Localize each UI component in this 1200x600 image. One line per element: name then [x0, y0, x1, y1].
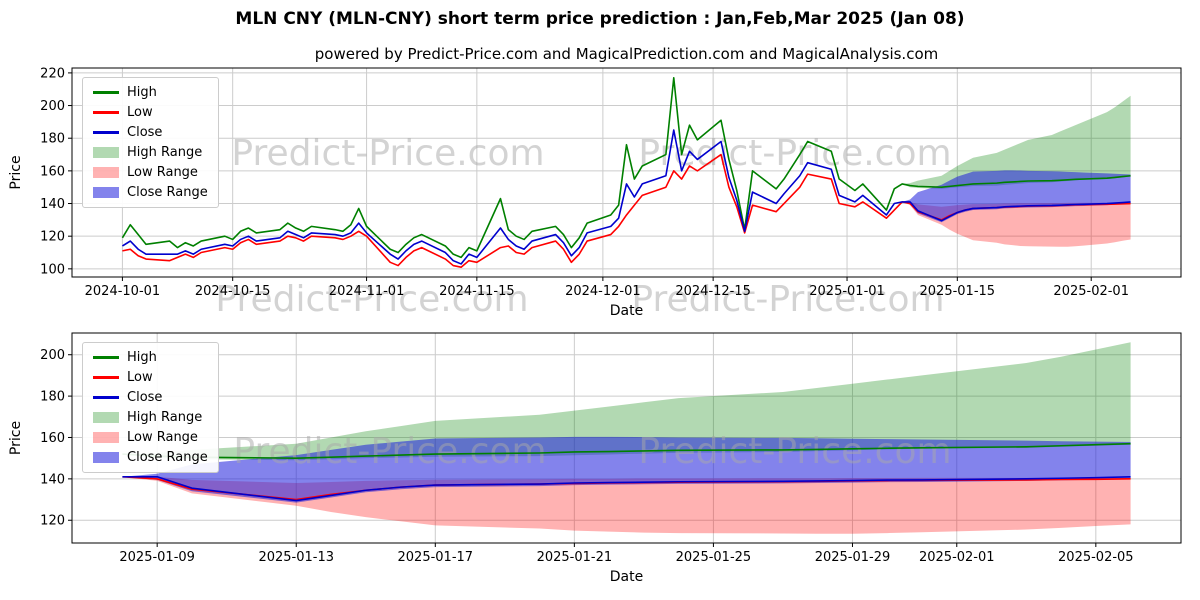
- x-tick-label: 2024-10-01: [85, 284, 161, 299]
- legend-label-high-range: High Range: [127, 145, 203, 160]
- x-tick-label: 2024-11-15: [439, 284, 515, 299]
- y-tick-label: 140: [40, 472, 65, 487]
- y-tick-label: 140: [40, 197, 65, 212]
- x-tick-label: 2025-01-25: [676, 550, 752, 565]
- x-axis-label: Date: [610, 303, 643, 319]
- y-axis-label: Price: [8, 421, 24, 455]
- plot-border: [71, 67, 1182, 278]
- x-tick-label: 2025-01-13: [258, 550, 334, 565]
- legend-label-low: Low: [127, 105, 153, 120]
- low-range-swatch: [93, 432, 119, 443]
- legend-item-high-range: High Range: [93, 145, 208, 160]
- close-line: [122, 475, 1131, 502]
- y-tick-label: 160: [40, 164, 65, 179]
- x-tick-label: 2025-02-05: [1058, 550, 1134, 565]
- y-tick-label: 180: [40, 390, 65, 405]
- x-tick-label: 2025-01-21: [537, 550, 613, 565]
- y-tick-label: 120: [40, 514, 65, 529]
- high-range-swatch: [93, 147, 119, 158]
- close-range-swatch: [93, 187, 119, 198]
- legend-item-close-range: Close Range: [93, 185, 208, 200]
- close-range-swatch: [93, 452, 119, 463]
- high-line: [121, 76, 1131, 259]
- legend-label-low: Low: [127, 370, 153, 385]
- high-range-swatch: [93, 412, 119, 423]
- high-line-swatch: [93, 356, 119, 359]
- y-tick-label: 160: [40, 431, 65, 446]
- close-range-area: [902, 170, 1131, 223]
- watermark-text: Predict-Price.com: [233, 431, 546, 472]
- legend-label-low-range: Low Range: [127, 165, 198, 180]
- legend-item-low: Low: [93, 105, 208, 120]
- watermark-text: Predict-Price.com: [215, 279, 528, 320]
- x-tick-label: 2024-11-01: [329, 284, 405, 299]
- high-range-area: [122, 342, 1131, 461]
- x-tick-label: 2025-01-15: [920, 284, 996, 299]
- x-tick-label: 2025-01-09: [119, 550, 195, 565]
- y-tick-label: 100: [40, 262, 65, 277]
- x-tick-label: 2024-12-15: [675, 284, 751, 299]
- legend-label-close-range: Close Range: [127, 185, 208, 200]
- legend-item-low-range: Low Range: [93, 430, 208, 445]
- y-tick-label: 200: [40, 99, 65, 114]
- y-tick-label: 120: [40, 230, 65, 245]
- y-tick-label: 180: [40, 132, 65, 147]
- watermark-text: Predict-Price.com: [638, 431, 951, 472]
- legend-label-close-range: Close Range: [127, 450, 208, 465]
- close-line-swatch: [93, 396, 119, 399]
- legend-item-low: Low: [93, 370, 208, 385]
- legend-label-close: Close: [127, 390, 163, 405]
- low-line-swatch: [93, 111, 119, 114]
- x-tick-label: 2025-01-01: [809, 284, 885, 299]
- high-line-swatch: [93, 91, 119, 94]
- x-tick-label: 2024-10-15: [195, 284, 271, 299]
- close-range-area: [122, 436, 1131, 503]
- legend-item-close-range: Close Range: [93, 450, 208, 465]
- y-tick-label: 220: [40, 66, 65, 81]
- x-tick-label: 2024-12-01: [565, 284, 641, 299]
- legend-label-high: High: [127, 350, 157, 365]
- y-axis-label: Price: [8, 155, 24, 189]
- watermark-text: Predict-Price.com: [631, 279, 944, 320]
- legend-item-high: High: [93, 85, 208, 100]
- low-range-swatch: [93, 167, 119, 178]
- x-tick-label: 2025-02-01: [1053, 284, 1129, 299]
- legend-item-close: Close: [93, 125, 208, 140]
- legend-top: High Low Close High Range Low Range Clos…: [82, 77, 219, 208]
- legend-item-high-range: High Range: [93, 410, 208, 425]
- legend-label-high: High: [127, 85, 157, 100]
- chart-title: MLN CNY (MLN-CNY) short term price predi…: [235, 9, 965, 29]
- plot-border: [71, 332, 1182, 544]
- legend-label-close: Close: [127, 125, 163, 140]
- high-line: [122, 442, 1131, 459]
- x-axis-label: Date: [610, 569, 643, 585]
- y-tick-label: 200: [40, 348, 65, 363]
- legend-label-high-range: High Range: [127, 410, 203, 425]
- x-tick-label: 2025-01-29: [815, 550, 891, 565]
- watermark-text: Predict-Price.com: [231, 133, 544, 174]
- x-tick-label: 2025-02-01: [919, 550, 995, 565]
- chart-subtitle: powered by Predict-Price.com and Magical…: [314, 45, 939, 63]
- legend-label-low-range: Low Range: [127, 430, 198, 445]
- high-range-area: [902, 95, 1131, 189]
- price-history-chart: Predict-Price.com Predict-Price.com Predic…: [8, 66, 1182, 320]
- legend-item-close: Close: [93, 390, 208, 405]
- legend-item-low-range: Low Range: [93, 165, 208, 180]
- legend-bottom: High Low Close High Range Low Range Clos…: [82, 342, 219, 473]
- x-tick-label: 2025-01-17: [398, 550, 474, 565]
- close-line-swatch: [93, 131, 119, 134]
- forecast-zoom-chart: Predict-Price.com Predict-Price.com 2025-0…: [8, 332, 1182, 585]
- legend-item-high: High: [93, 350, 208, 365]
- low-line-swatch: [93, 376, 119, 379]
- close-line: [121, 129, 1131, 265]
